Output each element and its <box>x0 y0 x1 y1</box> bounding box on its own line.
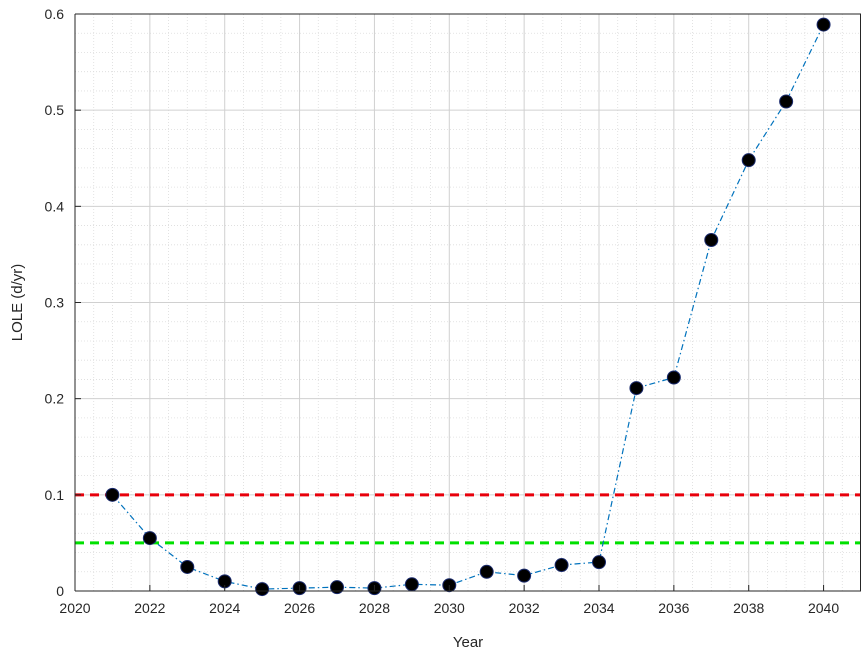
data-point <box>816 17 831 32</box>
y-tick-label: 0 <box>56 583 64 599</box>
data-point <box>666 370 681 385</box>
x-tick-label: 2032 <box>509 600 540 616</box>
x-tick-label: 2036 <box>658 600 689 616</box>
data-point <box>142 531 157 546</box>
x-tick-label: 2028 <box>359 600 390 616</box>
y-tick-label: 0.6 <box>45 6 65 22</box>
data-point <box>105 487 120 502</box>
x-tick-label: 2030 <box>434 600 465 616</box>
y-tick-label: 0.5 <box>45 102 65 118</box>
reference-lines <box>75 493 861 545</box>
y-axis-label: LOLE (d/yr) <box>9 264 26 342</box>
x-tick-label: 2022 <box>134 600 165 616</box>
x-tick-label: 2020 <box>59 600 90 616</box>
y-axis-ticks: 0 0.1 0.2 0.3 0.4 0.5 0.6 <box>45 6 81 599</box>
data-point <box>180 559 195 574</box>
y-tick-label: 0.4 <box>45 198 65 214</box>
x-tick-label: 2024 <box>209 600 240 616</box>
data-point <box>629 381 644 396</box>
data-point <box>554 558 569 573</box>
y-tick-label: 0.3 <box>45 295 65 311</box>
x-axis-ticks: 2020 2022 2024 2026 2028 2030 2032 2034 2036 2038… <box>59 585 839 616</box>
y-tick-label: 0.1 <box>45 487 65 503</box>
data-point <box>704 232 719 247</box>
x-tick-label: 2026 <box>284 600 315 616</box>
x-tick-label: 2040 <box>808 600 839 616</box>
data-point <box>330 580 344 595</box>
y-tick-label: 0.2 <box>45 391 65 407</box>
data-point <box>779 94 794 109</box>
x-tick-label: 2038 <box>733 600 764 616</box>
data-markers <box>105 17 831 597</box>
data-point <box>404 577 419 592</box>
data-point <box>592 555 606 570</box>
x-tick-label: 2034 <box>583 600 614 616</box>
data-point <box>255 582 270 597</box>
data-point <box>479 564 494 579</box>
data-point <box>517 568 532 583</box>
data-point <box>741 153 756 168</box>
x-axis-label: Year <box>453 634 483 651</box>
